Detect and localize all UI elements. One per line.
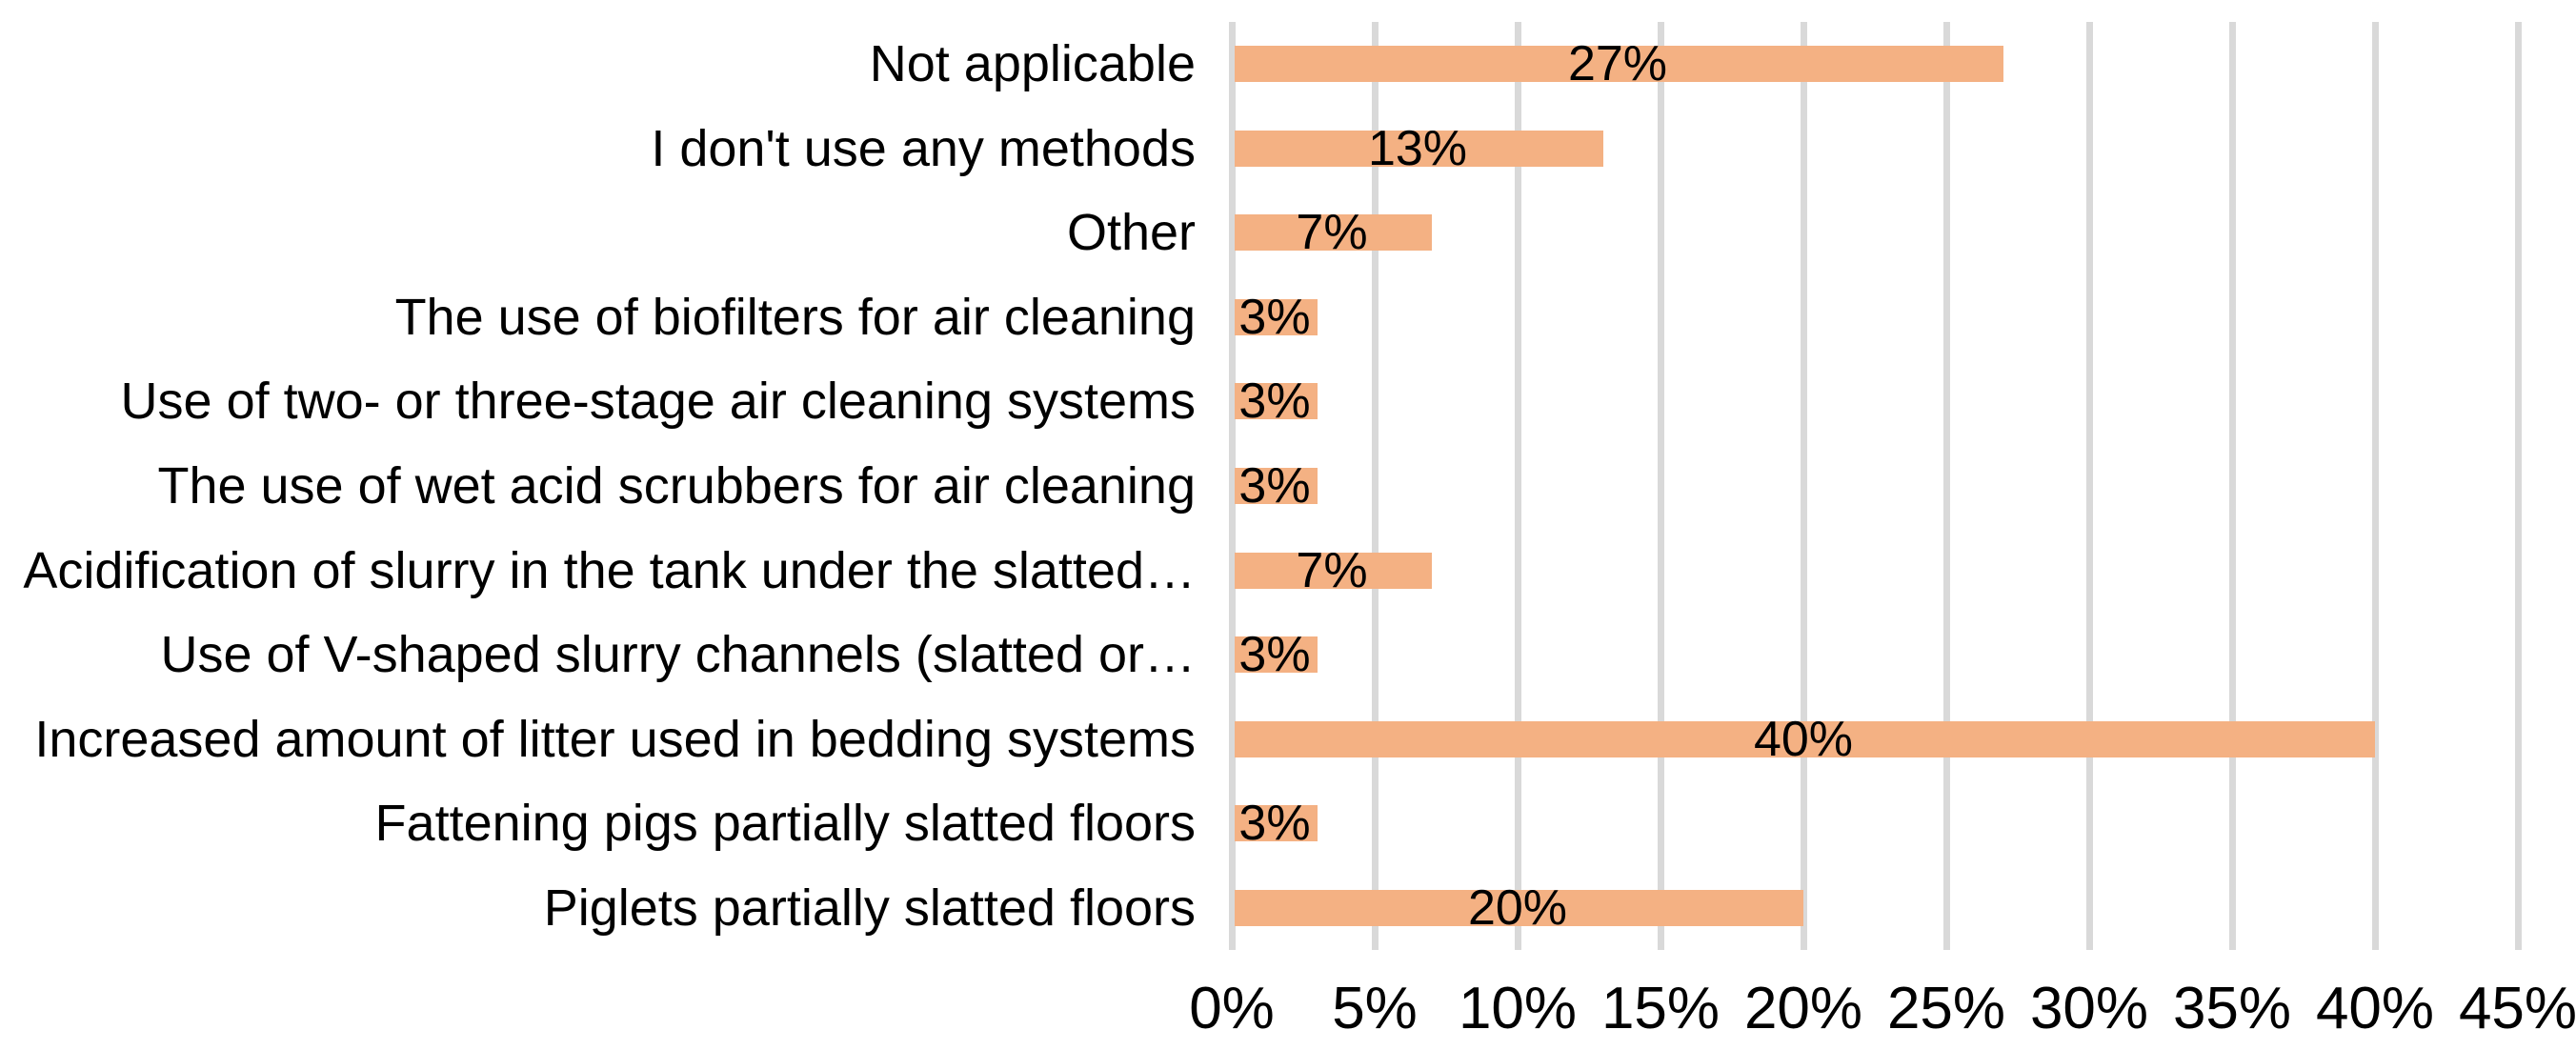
category-label: Use of V-shaped slurry channels (slatted… (160, 626, 1196, 683)
gridline (2515, 22, 2522, 950)
x-axis-tick-label: 15% (1600, 976, 1721, 1041)
category-label: Acidification of slurry in the tank unde… (23, 542, 1196, 599)
category-label: The use of biofilters for air cleaning (394, 289, 1196, 346)
bar (1235, 214, 1432, 251)
bar (1235, 636, 1318, 673)
bar (1235, 299, 1318, 335)
bar (1235, 383, 1318, 419)
bar (1235, 468, 1318, 504)
category-label: Other (1066, 204, 1196, 261)
bar (1235, 890, 1803, 926)
x-axis-tick-label: 30% (2029, 976, 2149, 1041)
gridline (2086, 22, 2093, 950)
bar (1235, 553, 1432, 589)
bar-value-label: 7% (1296, 205, 1368, 260)
bar (1235, 131, 1603, 167)
bar-value-label: 3% (1238, 458, 1311, 514)
bar-value-label: 27% (1567, 36, 1668, 91)
gridline (1229, 22, 1236, 950)
x-axis-tick-label: 20% (1743, 976, 1863, 1041)
category-label: The use of wet acid scrubbers for air cl… (157, 457, 1196, 515)
category-label: Increased amount of litter used in beddi… (34, 711, 1196, 768)
x-axis-tick-label: 10% (1458, 976, 1578, 1041)
bar-value-label: 3% (1238, 627, 1311, 682)
gridline (1658, 22, 1664, 950)
bar (1235, 721, 2375, 757)
x-axis-tick-label: 0% (1189, 976, 1275, 1041)
x-axis-tick-label: 5% (1332, 976, 1418, 1041)
x-axis-tick-label: 25% (1886, 976, 2006, 1041)
gridline (1801, 22, 1807, 950)
gridline (1515, 22, 1521, 950)
x-axis-tick-label: 35% (2172, 976, 2292, 1041)
category-label: Use of two- or three-stage air cleaning … (120, 373, 1196, 430)
gridline (1943, 22, 1950, 950)
category-label: Piglets partially slatted floors (543, 879, 1196, 937)
x-axis-tick-label: 40% (2315, 976, 2435, 1041)
gridline (2372, 22, 2379, 950)
bar-value-label: 40% (1753, 712, 1854, 767)
category-label: I don't use any methods (651, 120, 1196, 177)
bar-value-label: 3% (1238, 374, 1311, 429)
bar-value-label: 7% (1296, 543, 1368, 598)
bar-value-label: 3% (1238, 796, 1311, 851)
gridline (2229, 22, 2236, 950)
bar-value-label: 20% (1467, 880, 1568, 936)
gridline (1372, 22, 1379, 950)
bar-value-label: 3% (1238, 290, 1311, 345)
bar (1235, 805, 1318, 841)
category-label: Fattening pigs partially slatted floors (374, 795, 1196, 852)
x-axis-tick-label: 45% (2458, 976, 2576, 1041)
bar-value-label: 13% (1367, 121, 1468, 176)
category-label: Not applicable (869, 35, 1196, 92)
bar (1235, 46, 2003, 82)
